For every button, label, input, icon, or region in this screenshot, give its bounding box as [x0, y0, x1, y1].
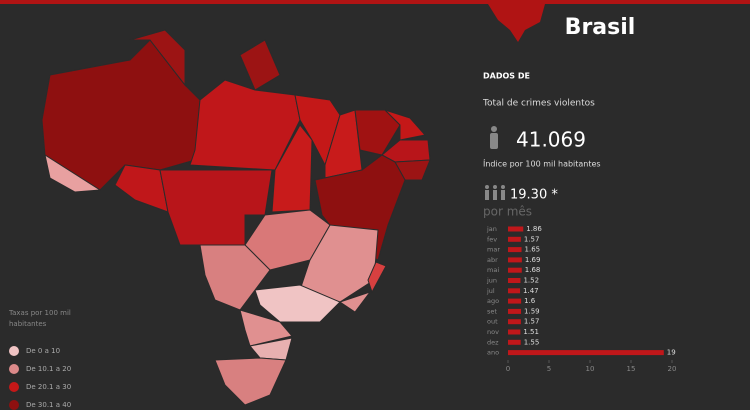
y-tick-label: ago	[487, 297, 499, 305]
value-label: 1.65	[525, 246, 541, 254]
state[interactable]	[367, 261, 387, 294]
state[interactable]	[354, 109, 401, 156]
index-label: Índice por 100 mil habitantes	[483, 158, 601, 169]
state[interactable]	[384, 109, 426, 141]
map	[41, 29, 431, 406]
top-bar	[0, 0, 750, 4]
y-tick-label: mai	[487, 266, 499, 274]
state[interactable]	[129, 29, 186, 87]
legend-label: De 30.1 a 40	[26, 401, 71, 409]
title: Brasil	[565, 15, 636, 40]
y-tick-label: abr	[487, 256, 498, 264]
value-label: 1.52	[523, 277, 539, 285]
y-tick-label: out	[487, 318, 498, 326]
y-tick-label: nov	[487, 328, 499, 336]
state[interactable]	[239, 39, 281, 91]
value-label: 1.59	[524, 307, 540, 315]
people-icon	[485, 185, 505, 200]
legend-label: De 10.1 a 20	[26, 365, 71, 373]
y-tick-label: set	[487, 307, 497, 315]
x-tick-label: 5	[547, 365, 551, 373]
per-month-label: por mês	[483, 205, 532, 219]
bar	[508, 308, 522, 314]
x-tick-label: 15	[627, 365, 636, 373]
bar	[508, 267, 522, 273]
legend-title: Taxas por 100 mil habitantes	[9, 309, 71, 328]
legend-swatch	[9, 364, 19, 374]
value-label: 1.47	[523, 287, 539, 295]
brazil-icon	[488, 4, 545, 42]
y-tick-label: jun	[486, 277, 497, 285]
total-label: Total de crimes violentos	[482, 99, 595, 109]
state[interactable]	[159, 169, 273, 246]
value-label: 1.69	[525, 256, 541, 264]
person-icon	[490, 126, 498, 149]
index-value: 19.30 *	[510, 188, 558, 203]
y-tick-label: mar	[487, 246, 500, 254]
value-label: 19	[667, 349, 676, 357]
section-label: DADOS DE	[483, 72, 530, 81]
state[interactable]	[338, 291, 372, 313]
value-label: 1.51	[523, 328, 539, 336]
value-label: 1.57	[524, 318, 540, 326]
legend-label: De 0 a 10	[26, 347, 60, 355]
legend-label: De 20.1 a 30	[26, 383, 71, 391]
bar	[508, 247, 522, 253]
x-tick-label: 20	[668, 365, 677, 373]
state[interactable]	[214, 357, 287, 406]
bar	[508, 278, 521, 283]
bar	[508, 339, 521, 345]
bar	[508, 288, 521, 294]
value-label: 1.86	[526, 225, 542, 233]
bar	[508, 236, 521, 242]
bar	[508, 319, 521, 325]
legend-swatch	[9, 400, 19, 410]
bar	[508, 298, 522, 304]
bar	[508, 329, 521, 335]
value-label: 1.68	[525, 266, 541, 274]
bar	[508, 350, 664, 356]
legend-swatch	[9, 382, 19, 392]
state[interactable]	[254, 284, 341, 323]
x-tick-label: 0	[506, 365, 510, 373]
state[interactable]	[41, 39, 201, 191]
legend-swatch	[9, 346, 19, 356]
y-tick-label: ano	[487, 349, 499, 357]
bar	[508, 226, 524, 232]
total-value: 41.069	[516, 128, 586, 152]
state[interactable]	[271, 124, 313, 213]
value-label: 1.55	[524, 338, 540, 346]
state[interactable]	[44, 153, 102, 193]
y-tick-label: fev	[487, 235, 497, 243]
x-tick-label: 10	[586, 365, 595, 373]
bar	[508, 257, 522, 263]
value-label: 1.57	[524, 235, 540, 243]
y-tick-label: dez	[487, 338, 499, 346]
state[interactable]	[114, 164, 169, 213]
value-label: 1.6	[524, 297, 536, 305]
y-tick-label: jul	[486, 287, 495, 295]
state[interactable]	[199, 244, 271, 311]
state[interactable]	[239, 309, 293, 347]
y-tick-label: jan	[486, 225, 497, 233]
